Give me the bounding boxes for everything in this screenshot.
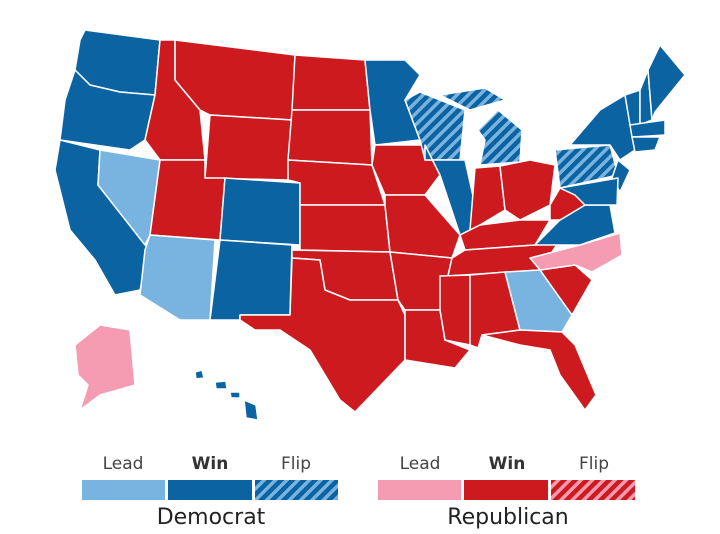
state <box>631 136 661 153</box>
legend-label: Win <box>192 454 229 474</box>
state <box>209 239 293 321</box>
state <box>229 391 241 399</box>
state <box>504 269 573 333</box>
state <box>287 109 373 166</box>
state <box>139 234 216 321</box>
state <box>287 159 386 206</box>
state <box>629 119 666 138</box>
state <box>239 257 406 413</box>
state <box>204 114 293 181</box>
state <box>194 369 205 380</box>
legend-title: Republican <box>447 505 568 530</box>
legend-label: Flip <box>281 454 311 474</box>
state <box>214 380 228 390</box>
state <box>97 149 161 246</box>
state <box>499 159 556 221</box>
state <box>469 165 506 231</box>
legend-swatch <box>551 480 635 500</box>
legend: Lead Win Flip Democrat Lead Win Flip Rep… <box>82 454 635 530</box>
state <box>439 274 471 346</box>
legend-swatch <box>255 480 338 500</box>
legend-swatch <box>378 480 461 500</box>
legend-title: Democrat <box>157 505 266 530</box>
legend-label: Lead <box>103 454 144 474</box>
state <box>647 44 686 121</box>
state <box>439 87 506 111</box>
state <box>481 329 597 411</box>
state <box>243 399 259 421</box>
legend-label: Flip <box>579 454 609 474</box>
state <box>291 54 371 111</box>
state <box>74 324 136 411</box>
legend-swatch <box>82 480 165 500</box>
state <box>477 109 523 166</box>
state <box>384 194 461 259</box>
states <box>54 29 686 421</box>
state <box>219 177 301 246</box>
legend-swatch <box>168 480 252 500</box>
legend-label: Win <box>489 454 526 474</box>
legend-label: Lead <box>400 454 441 474</box>
legend-swatch <box>464 480 548 500</box>
state <box>299 204 391 253</box>
state <box>559 177 619 206</box>
